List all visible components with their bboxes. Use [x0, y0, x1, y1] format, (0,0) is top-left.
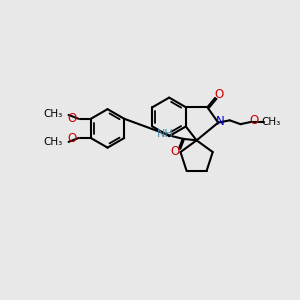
Text: CH₃: CH₃: [261, 117, 280, 127]
Text: O: O: [68, 131, 77, 145]
Text: CH₃: CH₃: [43, 137, 62, 147]
Text: O: O: [214, 88, 224, 101]
Text: CH₃: CH₃: [43, 109, 62, 119]
Text: O: O: [170, 146, 180, 158]
Text: NH: NH: [157, 129, 173, 139]
Text: O: O: [68, 112, 77, 124]
Text: N: N: [216, 116, 225, 128]
Text: O: O: [250, 114, 259, 127]
